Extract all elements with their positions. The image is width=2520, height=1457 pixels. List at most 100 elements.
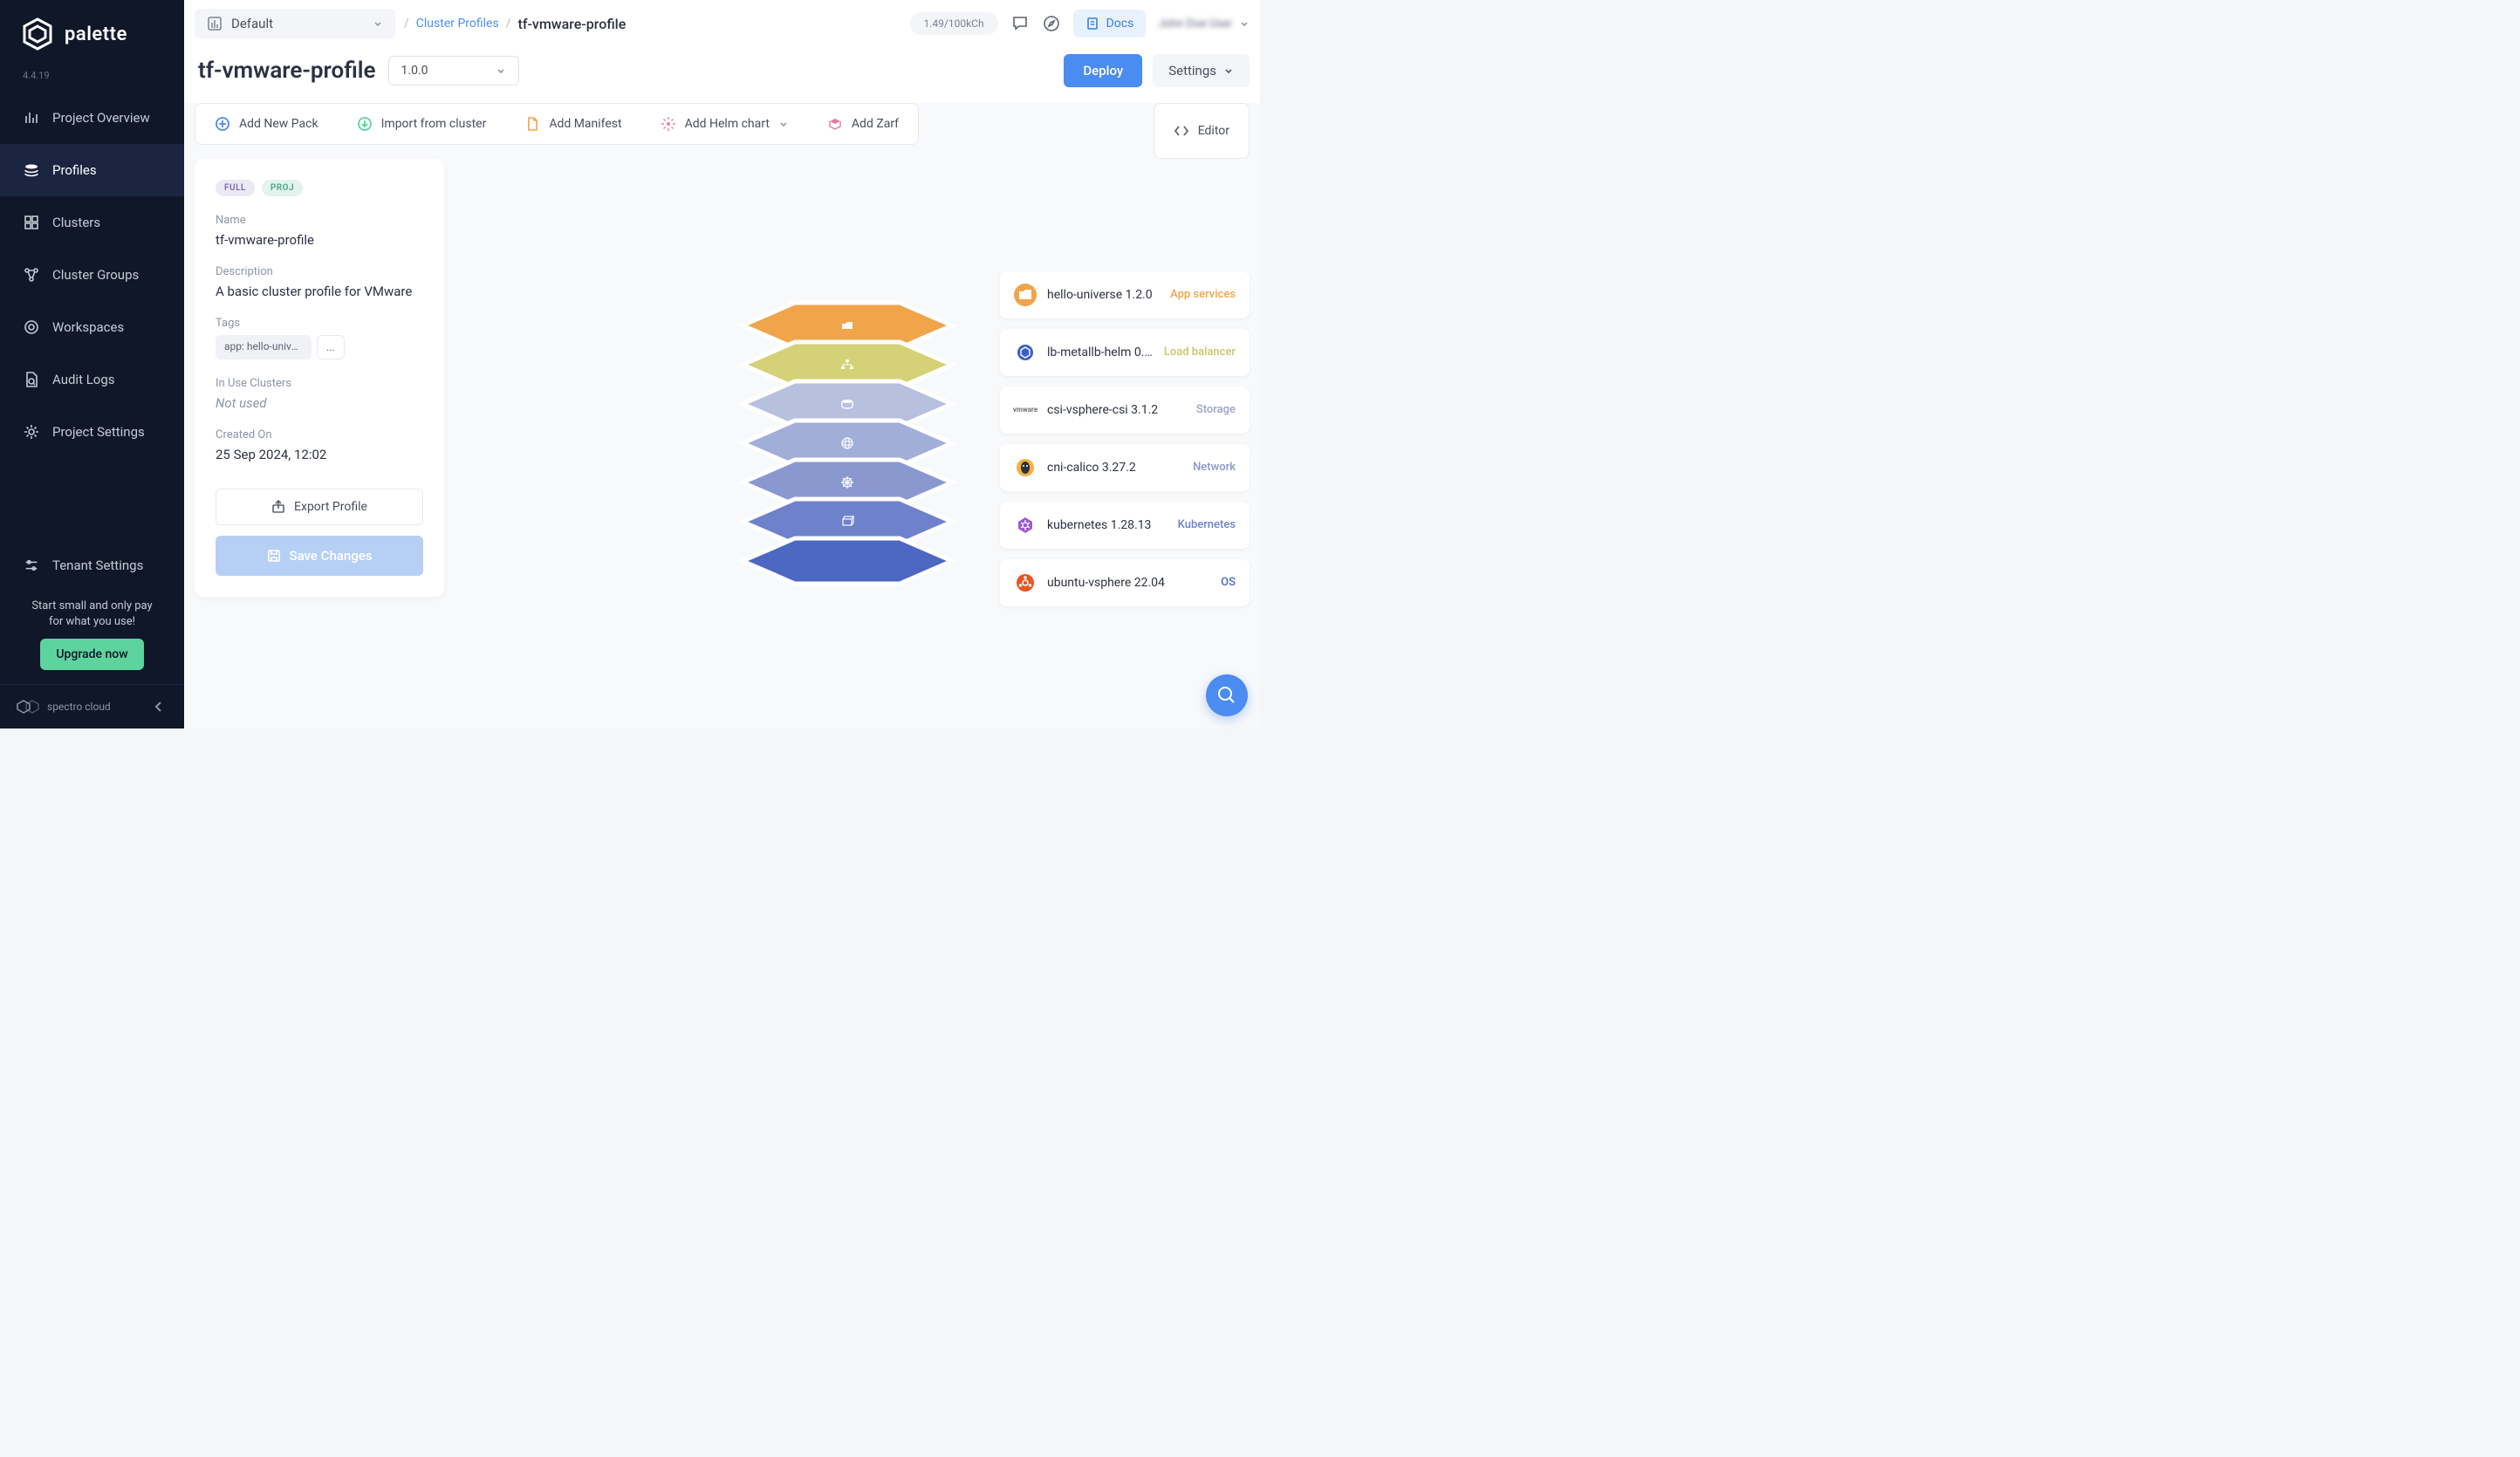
docs-button[interactable]: Docs — [1073, 10, 1147, 38]
created-label: Created On — [216, 428, 423, 441]
action-bar: Add New Pack Import from cluster Add Man… — [195, 103, 919, 145]
add-manifest-button[interactable]: Add Manifest — [505, 104, 640, 144]
breadcrumb-current: tf-vmware-profile — [517, 16, 626, 32]
layer-stack-diagram — [725, 291, 969, 587]
settings-label: Settings — [1168, 63, 1216, 79]
layer-name: lb-metallb-helm 0.1... — [1047, 345, 1154, 359]
ubuntu-icon — [1014, 571, 1037, 594]
editor-label: Editor — [1198, 124, 1229, 138]
tag-chip: app: hello-univer... — [216, 335, 312, 359]
layer-name: hello-universe 1.2.0 — [1047, 288, 1160, 302]
add-helm-label: Add Helm chart — [685, 117, 770, 131]
save-label: Save Changes — [290, 548, 373, 564]
sidebar-item-label: Project Overview — [52, 110, 150, 126]
add-pack-button[interactable]: Add New Pack — [195, 104, 338, 144]
sidebar: palette 4.4.19 Project OverviewProfilesC… — [0, 0, 184, 728]
sidebar-item-label: Cluster Groups — [52, 267, 139, 283]
sidebar-item-cluster-groups[interactable]: Cluster Groups — [0, 249, 184, 301]
layer-name: csi-vsphere-csi 3.1.2 — [1047, 403, 1186, 417]
layer-card[interactable]: kubernetes 1.28.13 Kubernetes — [1000, 502, 1250, 549]
sliders-icon — [23, 557, 40, 574]
layer-type: Load balancer — [1164, 345, 1236, 359]
stack-view: hello-universe 1.2.0 App services lb-met… — [444, 159, 1250, 718]
settings-button[interactable]: Settings — [1153, 54, 1250, 87]
name-label: Name — [216, 214, 423, 227]
inuse-label: In Use Clusters — [216, 377, 423, 390]
sidebar-item-project-overview[interactable]: Project Overview — [0, 92, 184, 144]
k8s-icon — [1014, 514, 1037, 537]
add-zarf-button[interactable]: Add Zarf — [808, 104, 918, 144]
breadcrumb-sep: / — [506, 17, 511, 31]
full-badge: FULL — [216, 180, 255, 196]
import-cluster-button[interactable]: Import from cluster — [338, 104, 506, 144]
tenant-settings-label: Tenant Settings — [52, 557, 143, 573]
vmware-icon: vmware — [1014, 399, 1037, 421]
layer-type: OS — [1221, 576, 1236, 589]
chevron-down-icon — [1223, 65, 1234, 76]
docs-label: Docs — [1106, 17, 1134, 31]
add-manifest-label: Add Manifest — [549, 117, 621, 131]
layer-card[interactable]: lb-metallb-helm 0.1... Load balancer — [1000, 329, 1250, 376]
export-profile-button[interactable]: Export Profile — [216, 489, 423, 525]
add-helm-button[interactable]: Add Helm chart — [641, 104, 808, 144]
helm-icon — [661, 116, 676, 132]
title-row: tf-vmware-profile 1.0.0 Deploy Settings — [184, 47, 1260, 103]
file-icon — [23, 371, 40, 388]
compass-icon[interactable] — [1042, 14, 1061, 33]
inuse-value: Not used — [216, 395, 423, 411]
plus-circle-icon — [215, 116, 230, 132]
tag-more-button[interactable]: ... — [317, 335, 345, 359]
project-label: Default — [231, 16, 364, 31]
folder-icon — [1014, 284, 1037, 306]
code-icon — [1174, 125, 1189, 137]
proj-badge: PROJ — [262, 180, 303, 196]
upgrade-button[interactable]: Upgrade now — [40, 639, 143, 670]
add-zarf-label: Add Zarf — [852, 117, 899, 131]
layer-type: Network — [1193, 461, 1236, 474]
sidebar-item-label: Profiles — [52, 162, 97, 178]
layer-name: cni-calico 3.27.2 — [1047, 461, 1182, 475]
help-fab-button[interactable] — [1206, 674, 1248, 716]
usage-pill: 1.49/100kCh — [910, 12, 998, 35]
sidebar-item-workspaces[interactable]: Workspaces — [0, 301, 184, 353]
chat-icon[interactable] — [1010, 14, 1030, 33]
sidebar-item-profiles[interactable]: Profiles — [0, 144, 184, 196]
tenant-settings-link[interactable]: Tenant Settings — [0, 539, 184, 592]
footer-brand: spectro cloud — [16, 699, 111, 715]
sidebar-item-clusters[interactable]: Clusters — [0, 196, 184, 249]
layer-card[interactable]: hello-universe 1.2.0 App services — [1000, 271, 1250, 318]
layer-name: kubernetes 1.28.13 — [1047, 518, 1168, 532]
layer-card[interactable]: vmware csi-vsphere-csi 3.1.2 Storage — [1000, 386, 1250, 434]
collapse-sidebar-button[interactable] — [149, 697, 168, 716]
version-value: 1.0.0 — [401, 64, 428, 78]
sidebar-item-audit-logs[interactable]: Audit Logs — [0, 353, 184, 406]
sidebar-item-label: Workspaces — [52, 319, 124, 335]
name-value: tf-vmware-profile — [216, 232, 423, 248]
editor-button[interactable]: Editor — [1154, 103, 1250, 159]
metallb-icon — [1014, 341, 1037, 364]
layers-list: hello-universe 1.2.0 App services lb-met… — [1000, 271, 1250, 606]
bars-icon — [23, 109, 40, 127]
main-content: Default / Cluster Profiles / tf-vmware-p… — [184, 0, 1260, 728]
brand-name: palette — [65, 24, 127, 45]
chevron-down-icon — [496, 65, 506, 76]
export-label: Export Profile — [294, 500, 367, 514]
chevron-down-icon — [1239, 18, 1250, 29]
user-menu[interactable]: John Doe User — [1158, 17, 1250, 31]
project-selector[interactable]: Default — [195, 9, 395, 38]
save-changes-button[interactable]: Save Changes — [216, 536, 423, 576]
sidebar-item-project-settings[interactable]: Project Settings — [0, 406, 184, 458]
upgrade-text-2: for what you use! — [16, 614, 168, 630]
palette-logo-icon — [19, 16, 56, 52]
created-value: 25 Sep 2024, 12:02 — [216, 447, 423, 462]
breadcrumb-link[interactable]: Cluster Profiles — [416, 17, 499, 31]
layer-card[interactable]: ubuntu-vsphere 22.04 OS — [1000, 559, 1250, 606]
chevron-down-icon — [778, 119, 789, 129]
layer-card[interactable]: cni-calico 3.27.2 Network — [1000, 444, 1250, 491]
chevron-down-icon — [373, 18, 383, 29]
nav-list: Project Overview Profiles Clusters Cluster … — [0, 92, 184, 539]
version-selector[interactable]: 1.0.0 — [388, 56, 519, 86]
brand-logo: palette — [0, 0, 184, 70]
sidebar-item-label: Clusters — [52, 215, 100, 230]
deploy-button[interactable]: Deploy — [1064, 54, 1142, 87]
